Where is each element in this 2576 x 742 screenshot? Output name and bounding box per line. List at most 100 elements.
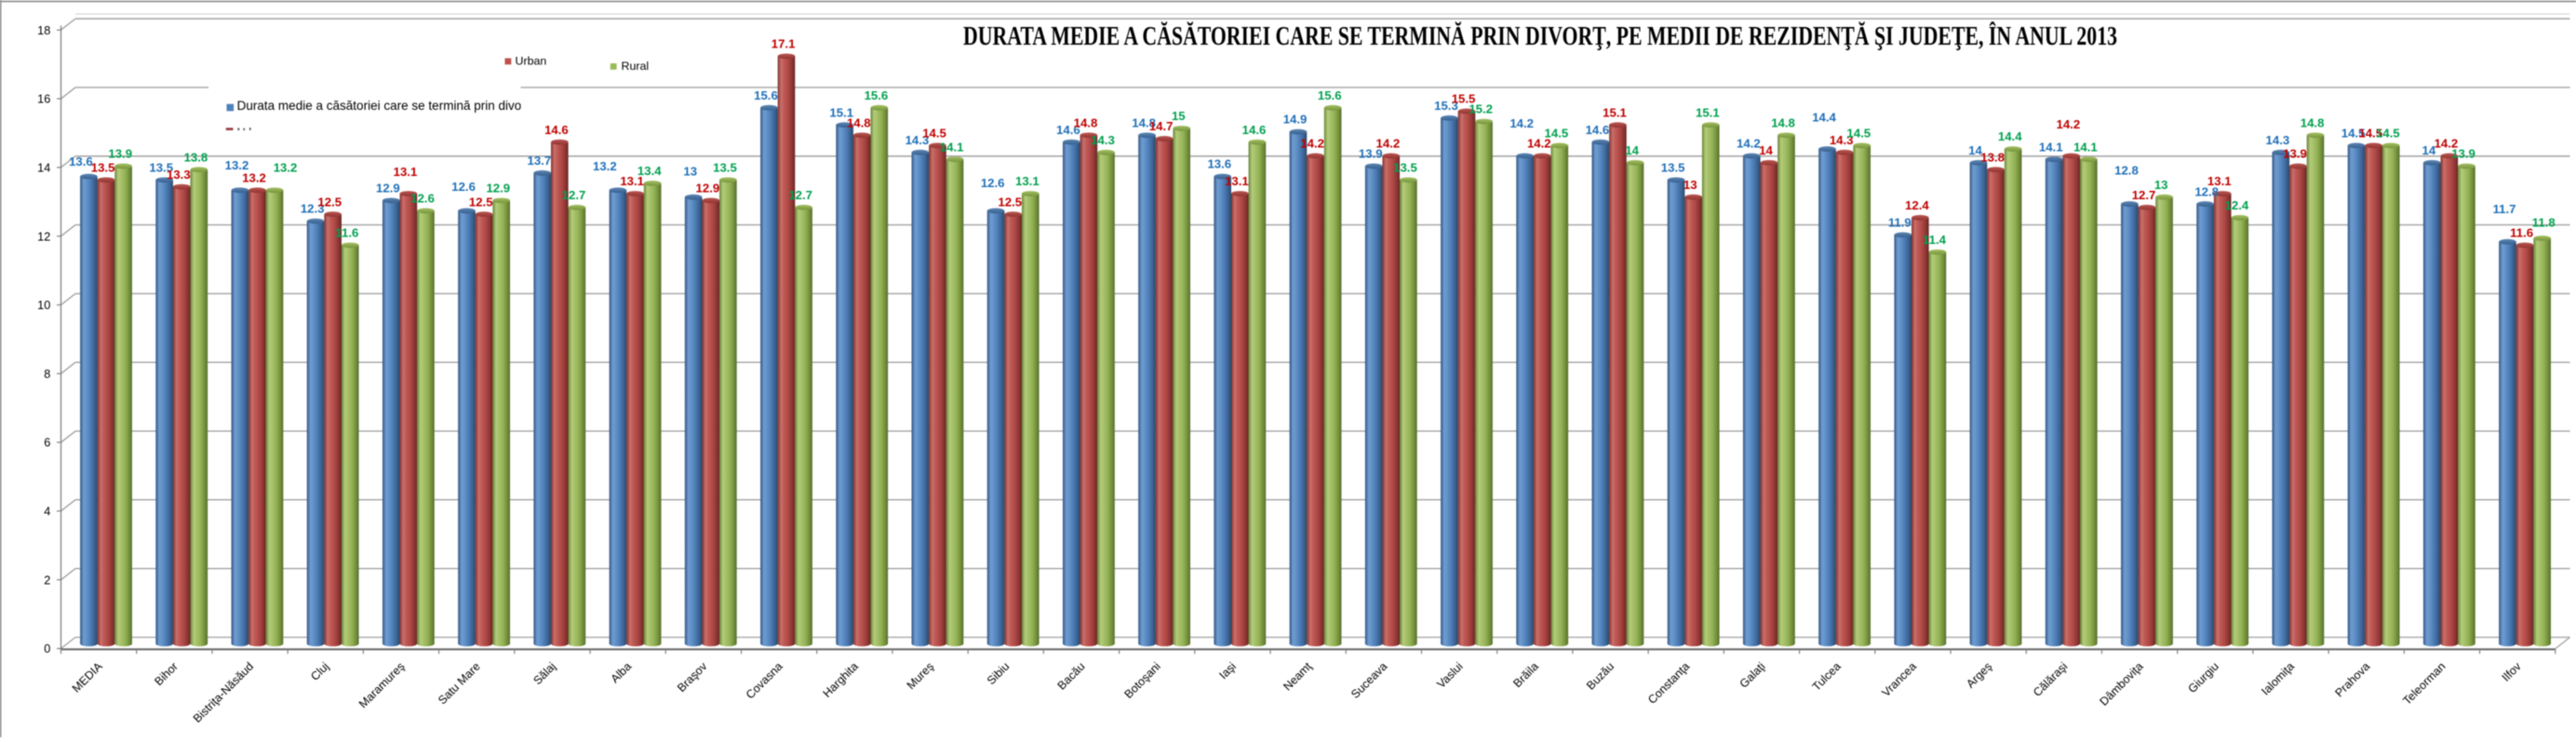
svg-text:11.8: 11.8 (2532, 216, 2556, 230)
svg-text:14.5: 14.5 (2358, 127, 2382, 141)
svg-text:12.7: 12.7 (788, 188, 812, 202)
svg-text:14.6: 14.6 (1242, 123, 1267, 137)
svg-text:14.2: 14.2 (1509, 116, 1534, 130)
svg-text:14.8: 14.8 (1074, 115, 1098, 129)
svg-text:14.6: 14.6 (1586, 123, 1610, 137)
svg-text:12.7: 12.7 (2132, 188, 2156, 202)
svg-text:14: 14 (2422, 143, 2435, 157)
svg-text:14.5: 14.5 (2341, 127, 2366, 141)
svg-text:12.8: 12.8 (2194, 184, 2219, 198)
svg-text:14: 14 (1625, 143, 1639, 157)
svg-text:13.9: 13.9 (2451, 147, 2475, 161)
svg-text:12.8: 12.8 (2114, 163, 2139, 177)
svg-text:14: 14 (37, 161, 50, 174)
svg-text:2: 2 (44, 573, 50, 587)
svg-text:11.7: 11.7 (2493, 202, 2516, 216)
svg-text:12.5: 12.5 (998, 195, 1022, 209)
svg-text:Durata medie a căsătoriei care: Durata medie a căsătoriei care se termin… (237, 98, 530, 113)
svg-text:11.6: 11.6 (335, 226, 358, 240)
svg-text:14.8: 14.8 (2301, 115, 2325, 129)
svg-text:14.7: 14.7 (1149, 119, 1174, 133)
svg-text:15.1: 15.1 (1603, 105, 1627, 119)
svg-text:0: 0 (44, 642, 50, 655)
svg-text:14.1: 14.1 (940, 140, 964, 154)
svg-text:15.6: 15.6 (865, 88, 889, 102)
svg-text:12.4: 12.4 (2225, 198, 2249, 212)
svg-text:11.4: 11.4 (1923, 233, 1947, 247)
svg-text:13.5: 13.5 (1661, 160, 1685, 174)
svg-text:13.1: 13.1 (620, 174, 644, 188)
svg-text:13.6: 13.6 (1207, 157, 1231, 171)
svg-text:13.3: 13.3 (167, 168, 191, 182)
svg-text:13: 13 (2154, 178, 2168, 192)
svg-text:13.1: 13.1 (394, 165, 418, 179)
svg-text:14.3: 14.3 (1830, 133, 1854, 147)
svg-text:13.8: 13.8 (1980, 150, 2005, 164)
svg-text:15: 15 (1172, 109, 1186, 123)
svg-text:12.9: 12.9 (696, 182, 720, 196)
svg-text:13: 13 (683, 165, 697, 179)
svg-text:Rural: Rural (622, 60, 650, 73)
svg-text:13.5: 13.5 (713, 160, 737, 174)
svg-text:14.2: 14.2 (1300, 137, 1324, 151)
svg-text:16: 16 (37, 93, 50, 106)
svg-text:15.2: 15.2 (1469, 102, 1493, 116)
svg-text:12.5: 12.5 (317, 195, 342, 209)
svg-text:11.9: 11.9 (1888, 215, 1912, 229)
svg-text:6: 6 (44, 437, 50, 450)
svg-text:11.6: 11.6 (2510, 226, 2533, 240)
svg-text:DURATA MEDIE A CĂSĂTORIEI CARE: DURATA MEDIE A CĂSĂTORIEI CARE SE TERMIN… (963, 22, 2117, 51)
svg-text:17.1: 17.1 (771, 37, 796, 51)
svg-text:13.6: 13.6 (69, 155, 93, 169)
svg-text:14.4: 14.4 (1998, 129, 2022, 143)
svg-text:14: 14 (1759, 143, 1773, 157)
svg-text:12: 12 (37, 230, 50, 243)
svg-text:14.5: 14.5 (2376, 127, 2400, 141)
svg-text:14.3: 14.3 (906, 133, 930, 147)
svg-text:14.2: 14.2 (1376, 137, 1401, 151)
svg-text:12.7: 12.7 (562, 188, 586, 202)
svg-text:14.8: 14.8 (847, 115, 871, 129)
svg-text:15.5: 15.5 (1452, 92, 1476, 106)
svg-text:13.1: 13.1 (1015, 174, 1040, 188)
svg-text:13.1: 13.1 (1225, 174, 1249, 188)
svg-text:12.9: 12.9 (486, 182, 510, 196)
svg-text:12.4: 12.4 (1905, 198, 1929, 212)
svg-text:18: 18 (37, 24, 50, 37)
svg-text:13.2: 13.2 (274, 160, 298, 174)
svg-text:14.5: 14.5 (1545, 127, 1569, 141)
svg-text:14.5: 14.5 (1846, 127, 1871, 141)
svg-text:14.3: 14.3 (2266, 133, 2290, 147)
svg-text:15.6: 15.6 (754, 88, 778, 102)
svg-text:14.9: 14.9 (1283, 113, 1308, 127)
svg-text:13.2: 13.2 (593, 159, 617, 173)
svg-text:14.3: 14.3 (1091, 133, 1115, 147)
svg-text:15.6: 15.6 (1318, 88, 1342, 102)
svg-text:13.1: 13.1 (2207, 174, 2232, 188)
svg-text:15.3: 15.3 (1434, 99, 1458, 113)
svg-text:13: 13 (1684, 178, 1697, 192)
svg-text:12.6: 12.6 (451, 180, 476, 194)
svg-text:14: 14 (1968, 143, 1982, 157)
svg-text:14.4: 14.4 (1812, 110, 1836, 124)
svg-text:13.9: 13.9 (108, 147, 132, 161)
svg-text:13.5: 13.5 (91, 160, 115, 174)
svg-text:12.6: 12.6 (981, 176, 1005, 190)
svg-text:14.1: 14.1 (2073, 140, 2098, 154)
svg-text:12.6: 12.6 (410, 192, 435, 206)
svg-text:13.7: 13.7 (527, 154, 551, 168)
svg-text:13.5: 13.5 (1393, 160, 1417, 174)
svg-text:12.5: 12.5 (469, 195, 493, 209)
svg-text:14.6: 14.6 (1056, 123, 1080, 137)
svg-text:13.5: 13.5 (149, 160, 173, 174)
svg-text:12.9: 12.9 (376, 182, 400, 196)
svg-text:14.8: 14.8 (1771, 115, 1795, 129)
svg-text:14.5: 14.5 (922, 127, 946, 141)
svg-text:13.9: 13.9 (1359, 147, 1383, 161)
svg-text:13.8: 13.8 (184, 150, 208, 164)
svg-text:15.1: 15.1 (1696, 105, 1720, 119)
svg-text:13.2: 13.2 (225, 158, 249, 172)
svg-text:14.6: 14.6 (544, 123, 569, 137)
svg-text:13.4: 13.4 (637, 164, 662, 178)
svg-text:14.2: 14.2 (1737, 137, 1761, 151)
